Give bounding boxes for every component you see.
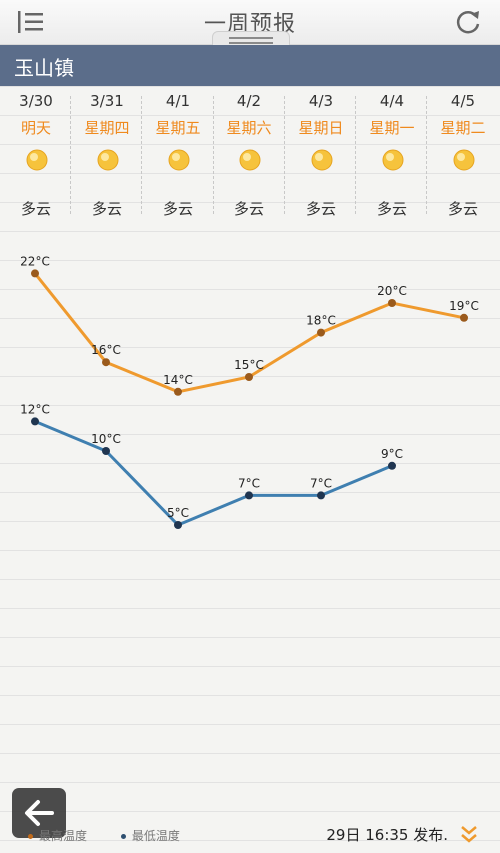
sun-icon <box>382 149 404 171</box>
data-point <box>317 328 325 337</box>
sun-icon <box>26 149 48 171</box>
day-column: 3/30 明天 多云 <box>0 86 72 226</box>
data-label: 5°C <box>167 506 189 520</box>
data-point <box>174 521 182 529</box>
data-label: 7°C <box>310 476 332 490</box>
data-point <box>245 373 253 381</box>
day-date: 4/3 <box>308 92 334 110</box>
arrow-left-icon <box>25 800 54 826</box>
day-weekday: 星期一 <box>369 119 415 137</box>
data-label: 22°C <box>20 254 50 268</box>
day-date: 4/2 <box>236 92 262 110</box>
day-weekday: 星期四 <box>84 119 130 137</box>
temperature-chart: 22°C 16°C 14°C 15°C 18°C 20°C 19°C 12°C 10°C 5°C 7… <box>20 254 479 529</box>
day-column: 3/31 星期四 多云 <box>71 86 143 226</box>
data-point <box>388 461 396 470</box>
data-label: 9°C <box>381 447 403 461</box>
sun-icon <box>311 149 333 171</box>
data-label: 19°C <box>449 299 479 313</box>
day-weekday: 明天 <box>20 119 51 137</box>
chevron-double-down-icon[interactable] <box>460 824 478 844</box>
series-line-low <box>34 420 393 527</box>
data-point <box>245 491 253 500</box>
location-bar: 玉山镇 <box>0 45 500 86</box>
day-date: 4/4 <box>379 92 405 110</box>
day-weekday: 星期日 <box>298 119 344 137</box>
day-date: 4/1 <box>165 92 191 110</box>
day-column: 4/5 星期二 多云 <box>427 86 499 226</box>
data-label: 20°C <box>377 284 407 298</box>
sun-icon <box>97 149 119 171</box>
day-condition: 多云 <box>233 200 264 218</box>
day-column: 4/3 星期日 多云 <box>285 86 357 226</box>
day-condition: 多云 <box>20 200 51 218</box>
day-date: 4/5 <box>450 92 476 110</box>
legend-label-high: 最高温度 <box>39 829 88 843</box>
location-name: 玉山镇 <box>14 56 74 80</box>
data-point <box>460 313 468 322</box>
publish-time: 29日 16:35 发布. <box>326 826 448 844</box>
day-condition: 多云 <box>305 200 336 218</box>
day-column: 4/1 星期五 多云 <box>142 86 214 226</box>
data-point <box>102 358 110 367</box>
data-label: 18°C <box>306 314 336 328</box>
day-date: 3/30 <box>19 92 53 110</box>
data-point <box>388 299 396 307</box>
data-point <box>317 491 325 500</box>
legend-label-low: 最低温度 <box>131 829 180 843</box>
day-condition: 多云 <box>91 200 122 218</box>
legend-item-low: 最低温度 <box>120 827 180 844</box>
data-label: 15°C <box>234 358 264 372</box>
day-weekday: 星期二 <box>440 119 486 137</box>
day-condition: 多云 <box>447 200 478 218</box>
day-weekday: 星期六 <box>226 119 272 137</box>
data-label: 14°C <box>163 373 193 387</box>
data-label: 16°C <box>91 343 121 357</box>
data-label: 7°C <box>238 476 260 490</box>
day-date: 3/31 <box>90 92 124 110</box>
sun-icon <box>239 149 261 171</box>
data-point <box>31 269 39 278</box>
forecast-days: 3/30 明天 多云 3/31 星期四 多云 4/1 星期五 多云 4/2 星期… <box>0 86 500 226</box>
data-point <box>102 447 110 455</box>
chart-legend: 最高温度 最低温度 <box>28 827 210 844</box>
sun-icon <box>168 149 190 171</box>
back-button[interactable] <box>12 788 66 838</box>
day-column: 4/4 星期一 多云 <box>356 86 428 226</box>
legend-item-high: 最高温度 <box>28 827 87 844</box>
data-label: 12°C <box>20 402 50 416</box>
day-weekday: 星期五 <box>155 119 201 137</box>
data-label: 10°C <box>91 432 121 446</box>
day-column: 4/2 星期六 多云 <box>213 86 285 226</box>
refresh-icon[interactable] <box>454 8 482 36</box>
top-bar: 一周预报 <box>0 0 500 51</box>
day-condition: 多云 <box>376 200 407 218</box>
data-point <box>31 417 39 426</box>
data-point <box>174 387 182 396</box>
list-icon[interactable] <box>16 10 46 34</box>
day-condition: 多云 <box>162 200 193 218</box>
sun-icon <box>453 149 475 171</box>
